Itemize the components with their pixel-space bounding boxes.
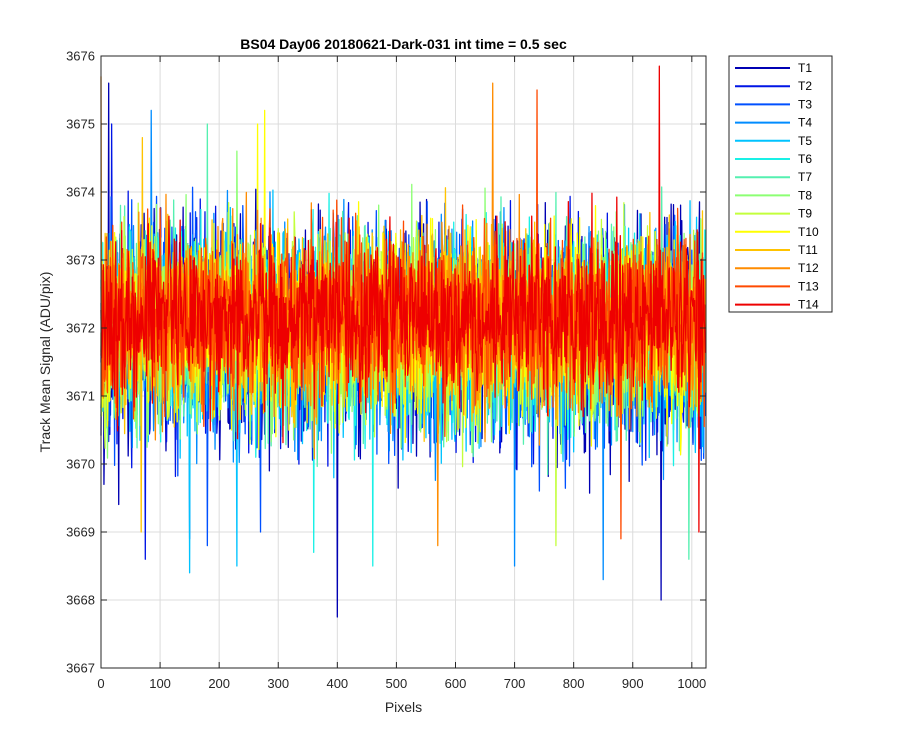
legend-label-t14: T14	[798, 298, 819, 312]
legend-label-t9: T9	[798, 207, 812, 221]
x-tick-labels: 0 100 200 300 400 500 600 700 800 900 1000	[97, 676, 706, 691]
legend-label-t7: T7	[798, 170, 812, 184]
series-lines	[100, 65, 707, 618]
series-line-t14	[100, 65, 707, 533]
legend-label-t5: T5	[798, 134, 812, 148]
legend: T1 T2 T3 T4 T5 T6 T7 T8 T9 T10 T11 T12 T13 T14	[728, 55, 833, 313]
x-tick-label: 700	[504, 676, 526, 691]
chart-title: BS04 Day06 20180621-Dark-031 int time = …	[240, 36, 567, 52]
y-tick-label: 3668	[66, 593, 95, 608]
y-tick-labels: 3667 3668 3669 3670 3671 3672 3673 3674 3675 3676	[66, 49, 95, 676]
legend-box	[728, 55, 833, 313]
plot-frame	[100, 55, 707, 669]
x-tick-label: 300	[267, 676, 289, 691]
legend-label-t3: T3	[798, 97, 812, 111]
x-tick-label: 600	[445, 676, 467, 691]
legend-label-t8: T8	[798, 188, 812, 202]
legend-label-t1: T1	[798, 61, 812, 75]
y-tick-label: 3672	[66, 321, 95, 336]
legend-label-t10: T10	[798, 225, 819, 239]
x-tick-label: 0	[97, 676, 104, 691]
y-axis-label: Track Mean Signal (ADU/pix)	[37, 272, 53, 453]
legend-label-t13: T13	[798, 279, 819, 293]
axis-ticks	[100, 55, 706, 669]
y-tick-label: 3667	[66, 661, 95, 676]
legend-label-t4: T4	[798, 116, 812, 130]
y-tick-label: 3669	[66, 525, 95, 540]
y-tick-label: 3670	[66, 457, 95, 472]
legend-label-t11: T11	[798, 243, 818, 257]
x-tick-label: 100	[149, 676, 171, 691]
x-tick-label: 1000	[677, 676, 706, 691]
y-tick-label: 3674	[66, 185, 95, 200]
legend-label-t2: T2	[798, 79, 812, 93]
x-axis-label: Pixels	[385, 699, 422, 715]
x-tick-label: 900	[622, 676, 644, 691]
x-tick-label: 400	[326, 676, 348, 691]
legend-label-t6: T6	[798, 152, 812, 166]
y-tick-label: 3673	[66, 253, 95, 268]
x-tick-label: 200	[208, 676, 230, 691]
x-tick-label: 500	[386, 676, 408, 691]
y-tick-label: 3671	[66, 389, 95, 404]
y-tick-label: 3676	[66, 49, 95, 64]
y-tick-label: 3675	[66, 117, 95, 132]
x-tick-label: 800	[563, 676, 585, 691]
legend-label-t12: T12	[798, 261, 819, 275]
